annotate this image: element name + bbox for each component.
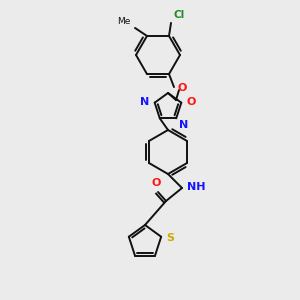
Text: O: O [177,83,186,93]
Text: Cl: Cl [174,10,185,20]
Text: O: O [186,97,196,107]
Text: N: N [140,97,150,107]
Text: O: O [151,178,161,188]
Text: N: N [179,120,188,130]
Text: NH: NH [187,182,206,192]
Text: Me: Me [117,17,130,26]
Text: S: S [166,233,174,243]
